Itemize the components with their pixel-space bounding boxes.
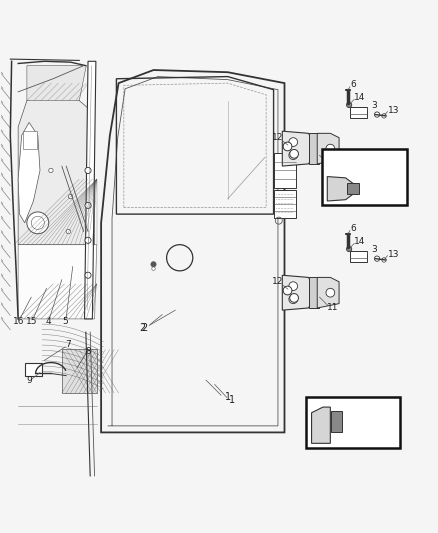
Text: 13: 13	[388, 106, 399, 115]
Text: 12: 12	[272, 277, 284, 286]
Text: 14: 14	[354, 237, 365, 246]
Bar	[275, 153, 296, 188]
Text: 15: 15	[26, 317, 38, 326]
Text: 13: 13	[388, 250, 399, 259]
Polygon shape	[18, 245, 97, 319]
Bar	[308, 133, 319, 164]
Circle shape	[326, 288, 335, 297]
Circle shape	[283, 142, 292, 151]
Circle shape	[27, 212, 49, 234]
Polygon shape	[18, 123, 40, 223]
Circle shape	[374, 112, 380, 117]
Text: 3: 3	[371, 245, 377, 254]
Bar	[347, 183, 359, 195]
Circle shape	[66, 229, 71, 234]
Bar	[321, 149, 407, 205]
Text: 8: 8	[85, 347, 91, 356]
Circle shape	[313, 434, 321, 441]
Circle shape	[151, 262, 156, 267]
Polygon shape	[350, 251, 367, 262]
Text: 6: 6	[350, 80, 357, 89]
Text: 14: 14	[354, 93, 365, 102]
Polygon shape	[311, 407, 330, 443]
Text: 2: 2	[141, 322, 148, 333]
Circle shape	[326, 144, 335, 153]
Text: 5: 5	[63, 317, 68, 326]
Circle shape	[68, 195, 73, 199]
Bar	[275, 190, 296, 219]
Polygon shape	[317, 277, 339, 308]
Polygon shape	[327, 176, 354, 201]
Circle shape	[85, 203, 91, 208]
Text: 1: 1	[229, 394, 235, 405]
Circle shape	[289, 138, 297, 147]
Circle shape	[85, 272, 91, 278]
Polygon shape	[18, 92, 95, 245]
Bar	[331, 411, 342, 432]
Circle shape	[290, 149, 298, 158]
Circle shape	[382, 258, 386, 262]
Circle shape	[374, 256, 380, 261]
Circle shape	[346, 246, 352, 252]
Polygon shape	[62, 350, 97, 393]
Polygon shape	[317, 133, 339, 164]
Bar	[306, 398, 400, 448]
Circle shape	[313, 410, 321, 418]
Circle shape	[152, 267, 155, 270]
Circle shape	[85, 237, 91, 244]
Text: 12: 12	[272, 133, 284, 142]
Circle shape	[346, 102, 352, 108]
Text: 17: 17	[379, 184, 391, 193]
Text: 17: 17	[363, 418, 374, 427]
Text: 4: 4	[46, 317, 52, 326]
Text: 1: 1	[225, 392, 231, 402]
Circle shape	[290, 294, 298, 302]
Text: 16: 16	[13, 317, 25, 326]
Bar	[25, 362, 42, 376]
Bar	[308, 277, 319, 308]
Text: 11: 11	[327, 303, 338, 312]
Text: 9: 9	[26, 376, 32, 385]
Polygon shape	[283, 275, 317, 310]
Circle shape	[85, 167, 91, 174]
Circle shape	[289, 282, 297, 290]
Text: 2: 2	[139, 322, 146, 333]
Text: 7: 7	[66, 340, 71, 349]
Text: 6: 6	[350, 223, 357, 232]
Polygon shape	[85, 61, 96, 319]
Circle shape	[283, 286, 292, 295]
Circle shape	[289, 295, 297, 304]
Polygon shape	[350, 107, 367, 118]
Circle shape	[289, 151, 297, 159]
Circle shape	[328, 177, 336, 185]
Polygon shape	[27, 66, 86, 101]
Circle shape	[49, 168, 53, 173]
Circle shape	[328, 192, 336, 200]
Bar	[23, 131, 37, 149]
Polygon shape	[283, 131, 317, 166]
Text: 3: 3	[371, 101, 377, 110]
Text: 10: 10	[325, 159, 336, 168]
Circle shape	[382, 114, 386, 118]
